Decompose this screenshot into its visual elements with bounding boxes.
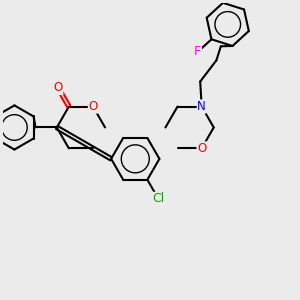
Text: N: N [197, 100, 206, 113]
Text: Cl: Cl [152, 192, 164, 206]
Text: O: O [197, 142, 206, 155]
Text: O: O [53, 81, 63, 94]
Text: O: O [88, 100, 98, 113]
Text: F: F [194, 45, 201, 58]
